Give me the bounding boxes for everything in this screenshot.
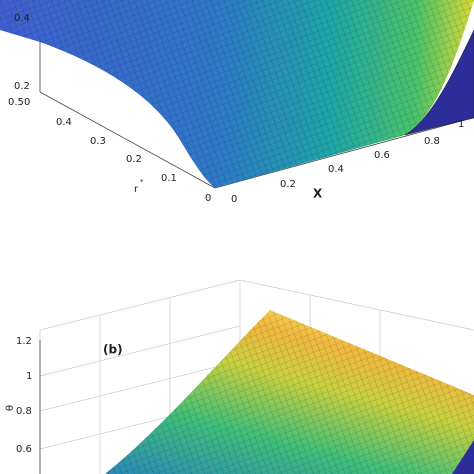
r-tick-label: 0 [205, 193, 211, 204]
r-tick-label: 0.2 [126, 154, 142, 165]
x-tick-label: 1 [458, 119, 464, 130]
r-tick-label: 0.4 [56, 117, 72, 128]
surface-a-mesh [0, 0, 474, 188]
surface-a-side [404, 29, 474, 136]
r-tick-label: 0.5 [8, 97, 24, 108]
x-tick-label: 0.2 [280, 179, 296, 190]
z-tick-label: 1.2 [16, 336, 32, 347]
z-tick-label: 0.4 [14, 13, 30, 24]
x-axis-label: X [313, 187, 323, 201]
r-tick-label: 0.3 [90, 136, 106, 147]
r-axis-label-sup: * [140, 178, 144, 186]
r-tick-label: 0.1 [161, 173, 177, 184]
z-tick-label: 0 [24, 97, 30, 108]
panel-label: (b) [103, 343, 123, 357]
z-tick-label: 0.6 [16, 444, 32, 455]
r-axis-label: r [134, 184, 139, 195]
z-tick-label: 1 [26, 371, 32, 382]
x-tick-label: 0.4 [328, 164, 344, 175]
z-axis-label: θ [5, 405, 16, 411]
x-tick-label: 0 [231, 194, 237, 205]
surface-b-mesh [105, 310, 474, 474]
panel-b-grid [39, 279, 474, 474]
x-tick-label: 0.6 [374, 150, 390, 161]
surface-b-side [452, 440, 474, 474]
x-tick-label: 0.8 [424, 136, 440, 147]
panel-a-labels: 0.4 0.2 0 0.5 0.4 0.3 0.2 0.1 0 r * 0 0.… [8, 13, 464, 205]
panel-b-labels: 1.2 1 0.8 0.6 θ (b) [5, 336, 123, 455]
z-tick-label: 0.2 [14, 81, 30, 92]
z-tick-label: 0.8 [16, 406, 32, 417]
